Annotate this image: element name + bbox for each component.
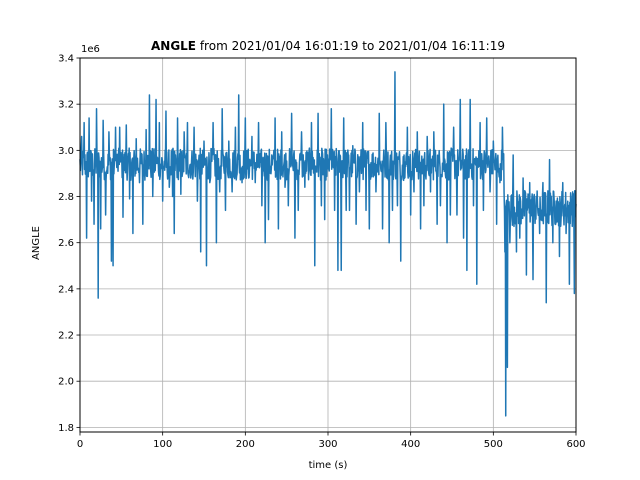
- y-tick-label: 3.0: [58, 146, 74, 157]
- x-tick-label: 100: [153, 439, 172, 450]
- y-tick-label: 2.0: [58, 377, 74, 388]
- chart-title-rest: from 2021/01/04 16:01:19 to 2021/01/04 1…: [196, 39, 505, 53]
- x-axis-label: time (s): [309, 460, 348, 471]
- series-line-angle: [79, 71, 577, 417]
- series-layer: [79, 71, 577, 417]
- y-tick-label: 3.2: [58, 100, 74, 111]
- y-offset-text: 1e6: [81, 44, 100, 55]
- x-tick-label: 0: [77, 439, 83, 450]
- x-tick-label: 500: [484, 439, 503, 450]
- y-tick-label: 2.8: [58, 192, 74, 203]
- y-tick-label: 3.4: [58, 54, 74, 65]
- y-axis-label: ANGLE: [31, 226, 42, 260]
- x-tick-label: 600: [566, 439, 585, 450]
- chart-title-bold: ANGLE: [151, 39, 196, 53]
- x-tick-label: 300: [318, 439, 337, 450]
- x-tick-label: 400: [401, 439, 420, 450]
- y-tick-label: 1.8: [58, 423, 74, 434]
- y-tick-label: 2.4: [58, 284, 74, 295]
- y-tick-label: 2.6: [58, 238, 74, 249]
- x-tick-label: 200: [236, 439, 255, 450]
- chart-title: ANGLE from 2021/01/04 16:01:19 to 2021/0…: [151, 39, 505, 53]
- tick-layer: 0 100 200 300 400 500 600 1.8 2.0 2.2 2.4 2.6 2.8 3.0…: [58, 54, 585, 451]
- y-tick-label: 2.2: [58, 331, 74, 342]
